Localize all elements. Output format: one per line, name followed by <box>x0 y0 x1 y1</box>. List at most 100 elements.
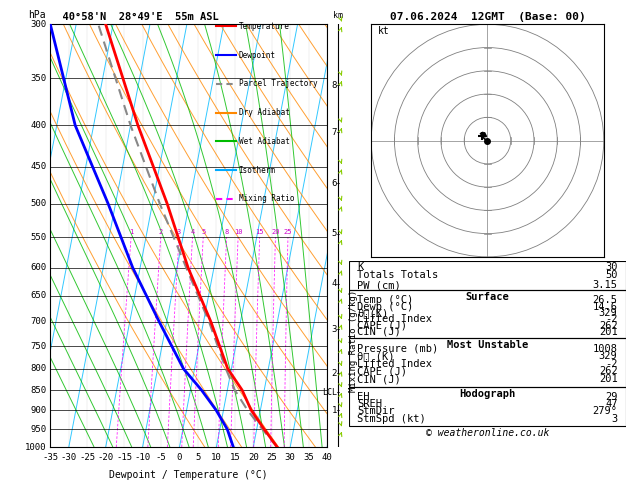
Text: 201: 201 <box>599 327 618 337</box>
Text: km: km <box>333 11 343 20</box>
Text: 800: 800 <box>30 364 46 373</box>
Text: 700: 700 <box>30 317 46 327</box>
Bar <box>349 261 626 290</box>
Text: 0: 0 <box>177 453 182 463</box>
Text: -2: -2 <box>605 359 618 369</box>
Text: 3: 3 <box>331 325 337 334</box>
Text: 279°: 279° <box>593 406 618 417</box>
Text: Isotherm: Isotherm <box>238 166 276 174</box>
Text: 25: 25 <box>284 229 292 235</box>
Text: Pressure (mb): Pressure (mb) <box>357 344 438 353</box>
Text: 8: 8 <box>225 229 229 235</box>
Text: 20: 20 <box>248 453 259 463</box>
Text: -25: -25 <box>79 453 95 463</box>
Text: 350: 350 <box>30 74 46 83</box>
Text: Most Unstable: Most Unstable <box>447 340 528 350</box>
Text: 5: 5 <box>331 229 337 239</box>
Text: SREH: SREH <box>357 399 382 409</box>
Text: LCL: LCL <box>322 388 337 397</box>
Text: 10: 10 <box>234 229 242 235</box>
Text: EH: EH <box>357 392 370 402</box>
Text: 8: 8 <box>331 81 337 90</box>
Text: CIN (J): CIN (J) <box>357 374 401 384</box>
Text: 50: 50 <box>605 271 618 280</box>
Text: CAPE (J): CAPE (J) <box>357 321 408 330</box>
Text: 329: 329 <box>599 308 618 318</box>
Text: PW (cm): PW (cm) <box>357 280 401 290</box>
Text: 3: 3 <box>611 414 618 423</box>
Text: K: K <box>357 262 364 272</box>
Text: 1008: 1008 <box>593 344 618 353</box>
Text: Surface: Surface <box>465 292 509 302</box>
Text: Hodograph: Hodograph <box>459 388 516 399</box>
Text: 329: 329 <box>599 351 618 361</box>
Text: 900: 900 <box>30 406 46 415</box>
Text: hPa: hPa <box>28 10 46 20</box>
Text: 400: 400 <box>30 121 46 130</box>
Text: 300: 300 <box>30 20 46 29</box>
Text: Lifted Index: Lifted Index <box>357 359 432 369</box>
Text: Dewpoint / Temperature (°C): Dewpoint / Temperature (°C) <box>109 470 268 480</box>
Text: CIN (J): CIN (J) <box>357 327 401 337</box>
Text: 47: 47 <box>605 399 618 409</box>
Text: Wet Adiabat: Wet Adiabat <box>238 137 289 146</box>
Text: 40°58'N  28°49'E  55m ASL: 40°58'N 28°49'E 55m ASL <box>50 12 219 22</box>
Text: StmSpd (kt): StmSpd (kt) <box>357 414 426 423</box>
Text: 201: 201 <box>599 374 618 384</box>
Text: 25: 25 <box>266 453 277 463</box>
Text: Mixing Ratio (g/kg): Mixing Ratio (g/kg) <box>349 290 358 393</box>
Bar <box>349 338 626 387</box>
Text: 550: 550 <box>30 233 46 242</box>
Text: 262: 262 <box>599 366 618 376</box>
Text: Dewp (°C): Dewp (°C) <box>357 301 414 312</box>
Text: 1: 1 <box>331 406 337 415</box>
Text: Lifted Index: Lifted Index <box>357 314 432 324</box>
Text: StmDir: StmDir <box>357 406 395 417</box>
Text: 650: 650 <box>30 291 46 300</box>
Text: 1000: 1000 <box>25 443 46 451</box>
Text: 500: 500 <box>30 199 46 208</box>
Text: 15: 15 <box>255 229 264 235</box>
Text: Mixing Ratio: Mixing Ratio <box>238 194 294 204</box>
Text: ASL: ASL <box>331 0 345 1</box>
Text: 5: 5 <box>195 453 201 463</box>
Text: 10: 10 <box>211 453 222 463</box>
Text: 7: 7 <box>331 128 337 137</box>
Text: 20: 20 <box>271 229 280 235</box>
Text: -35: -35 <box>42 453 58 463</box>
Text: 30: 30 <box>605 262 618 272</box>
Text: θᴄ (K): θᴄ (K) <box>357 351 395 361</box>
Text: 2: 2 <box>159 229 163 235</box>
Text: -5: -5 <box>155 453 167 463</box>
Text: CAPE (J): CAPE (J) <box>357 366 408 376</box>
Text: kt: kt <box>378 26 390 35</box>
Text: 29: 29 <box>605 392 618 402</box>
Text: 950: 950 <box>30 425 46 434</box>
Text: 850: 850 <box>30 385 46 395</box>
Text: 40: 40 <box>321 453 333 463</box>
Text: Dry Adiabat: Dry Adiabat <box>238 108 289 117</box>
Text: Temp (°C): Temp (°C) <box>357 295 414 305</box>
Text: 4: 4 <box>331 279 337 288</box>
Text: 450: 450 <box>30 162 46 171</box>
Text: 5: 5 <box>201 229 205 235</box>
Bar <box>349 290 626 338</box>
Bar <box>349 387 626 426</box>
Text: 1: 1 <box>129 229 133 235</box>
Text: 35: 35 <box>303 453 314 463</box>
Text: -20: -20 <box>97 453 114 463</box>
Text: 600: 600 <box>30 263 46 272</box>
Text: 26.5: 26.5 <box>593 295 618 305</box>
Text: θᴄ(K): θᴄ(K) <box>357 308 389 318</box>
Text: 15: 15 <box>230 453 240 463</box>
Text: Dewpoint: Dewpoint <box>238 51 276 60</box>
Text: 750: 750 <box>30 342 46 350</box>
Text: 3: 3 <box>177 229 181 235</box>
Text: Totals Totals: Totals Totals <box>357 271 438 280</box>
Text: 2: 2 <box>331 368 337 378</box>
Text: 14.6: 14.6 <box>593 301 618 312</box>
Text: LCL: LCL <box>328 388 343 397</box>
Text: -10: -10 <box>135 453 150 463</box>
Text: Parcel Trajectory: Parcel Trajectory <box>238 79 317 88</box>
Text: 6: 6 <box>331 179 337 188</box>
